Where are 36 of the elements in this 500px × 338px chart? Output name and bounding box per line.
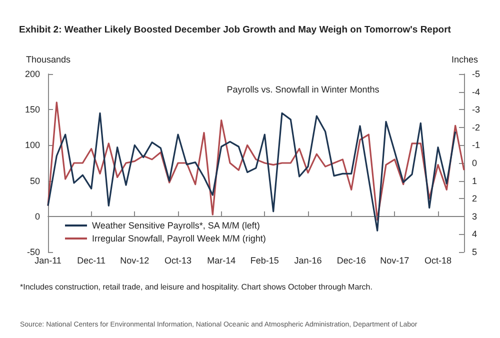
y-tick-label: 100 [24,140,40,150]
legend-label: Weather Sensitive Payrolls*, SA M/M (left) [92,220,260,230]
y2-tick-label: 4 [472,229,478,240]
y-tick-label: 150 [24,104,40,115]
y-axis-title: Thousands [26,54,72,64]
x-tick-label: Oct-13 [164,256,192,266]
y2-tick-label: 5 [472,247,478,257]
y2-tick-label: -3 [472,104,480,115]
x-tick-label: Jan-16 [294,256,322,266]
y-tick-label: 50 [30,176,40,186]
x-tick-label: Jan-11 [34,256,62,266]
x-tick-label: Oct-18 [424,256,452,266]
x-tick-label: Nov-12 [120,256,150,266]
y2-axis-title: Inches [451,54,478,64]
x-tick-label: Nov-17 [380,256,410,266]
text: Payrolls vs. Snowfall in Winter Months [226,84,380,94]
legend-label: Irregular Snowfall, Payroll Week M/M (right) [92,234,266,244]
y-tick-label: 0 [34,211,40,222]
y2-tick-label: 3 [472,211,478,222]
y2-tick-label: -1 [472,140,480,150]
y2-tick-label: 0 [472,158,478,168]
x-tick-label: Dec-16 [336,256,366,266]
x-tick-label: Mar-14 [207,256,236,266]
line-series [47,112,456,232]
text: *Includes construction, retail trade, and leisure and hospitality. Chart shows October through March. [20,282,372,292]
y2-tick-label: -5 [472,69,480,79]
y-tick-label: -50 [26,247,40,257]
x-tick-label: Feb-15 [250,256,279,266]
y2-tick-label: 2 [472,194,478,204]
y-tick-label: 200 [24,69,40,79]
line-series [47,102,465,221]
y2-tick-label: -2 [472,122,480,132]
y2-tick-label: -4 [472,86,480,97]
chart-title: Exhibit 2: Weather Likely Boosted December Job Growth and May Weigh on Tomorrow's Report [19,24,452,36]
y2-tick-label: 1 [472,176,478,186]
x-tick-label: Dec-11 [77,256,106,266]
